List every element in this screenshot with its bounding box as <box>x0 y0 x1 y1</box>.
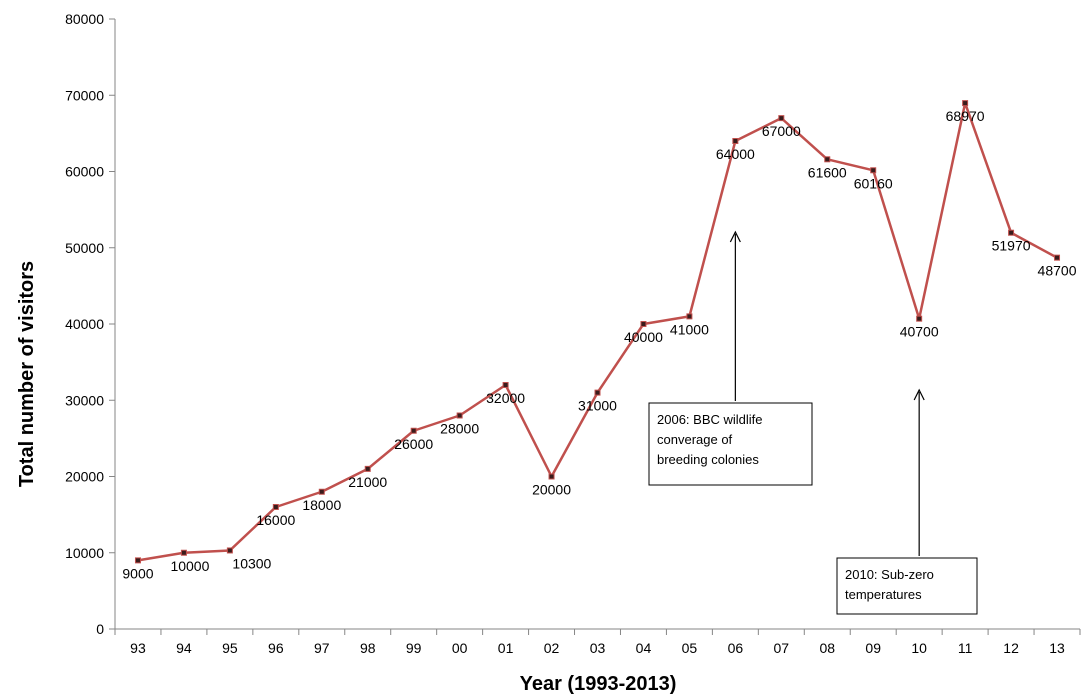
data-point <box>180 549 187 556</box>
annotation-box <box>648 402 813 486</box>
data-label: 61600 <box>808 164 847 180</box>
annotation-text: 2010: Sub-zero <box>845 567 934 582</box>
data-point <box>594 389 601 396</box>
data-point <box>916 315 923 322</box>
y-axis-ticks: 0 10000 20000 30000 40000 50000 60000 70000 8000… <box>65 11 115 637</box>
x-tick-label: 95 <box>222 640 238 656</box>
data-point <box>272 504 279 510</box>
x-tick-label: 06 <box>728 640 744 656</box>
y-tick-label: 40000 <box>65 316 104 332</box>
annotation-text: 2006: BBC wildlife <box>657 412 763 427</box>
data-point <box>824 156 831 163</box>
x-tick-label: 98 <box>360 640 376 656</box>
x-tick-label: 10 <box>911 640 927 656</box>
data-label: 9000 <box>122 565 153 581</box>
x-tick-label: 01 <box>498 640 514 656</box>
data-point <box>778 115 785 122</box>
data-label: 64000 <box>716 146 755 162</box>
data-label: 16000 <box>256 512 295 528</box>
data-point <box>1008 229 1015 236</box>
data-label: 31000 <box>578 398 617 414</box>
data-label: 48700 <box>1038 263 1077 279</box>
y-tick-label: 30000 <box>65 392 104 408</box>
x-tick-label: 99 <box>406 640 422 656</box>
series-visitors: 9000 10000 10300 16000 18000 21000 26000 28000 3… <box>122 100 1077 581</box>
data-point <box>1054 254 1061 261</box>
annotation-text: breeding colonies <box>657 452 759 467</box>
annotation-arrow-head <box>729 230 741 243</box>
data-label: 41000 <box>670 321 709 337</box>
x-tick-label: 07 <box>774 640 790 656</box>
x-tick-label: 13 <box>1049 640 1065 656</box>
x-axis-ticks: 93 94 95 96 97 98 99 00 01 02 03 04 05 06 07 08 09 10 11 12… <box>114 629 1081 656</box>
x-tick-label: 11 <box>958 640 973 656</box>
data-point <box>318 488 325 495</box>
x-tick-label: 09 <box>865 640 881 656</box>
data-label: 68970 <box>946 108 985 124</box>
data-label: 67000 <box>762 123 801 139</box>
y-tick-label: 50000 <box>65 240 104 256</box>
annotation-text: temperatures <box>845 587 922 602</box>
y-tick-label: 60000 <box>65 164 104 180</box>
x-tick-label: 94 <box>176 640 192 656</box>
x-tick-label: 08 <box>819 640 835 656</box>
data-point <box>732 138 739 144</box>
data-label: 10300 <box>232 555 271 571</box>
annotations: 2006: BBC wildlife converage of breeding c… <box>648 230 978 615</box>
x-tick-label: 97 <box>314 640 330 656</box>
y-axis-title: Total number of visitors <box>16 261 38 487</box>
y-tick-label: 70000 <box>65 87 104 103</box>
y-tick-label: 10000 <box>65 545 104 561</box>
x-tick-label: 93 <box>130 640 146 656</box>
y-tick-label: 20000 <box>65 469 104 485</box>
x-tick-label: 04 <box>636 640 652 656</box>
data-point <box>226 547 233 554</box>
data-label: 40700 <box>900 324 939 340</box>
data-label: 28000 <box>440 421 479 437</box>
data-point <box>548 473 555 480</box>
data-label: 20000 <box>532 482 571 498</box>
data-label: 40000 <box>624 329 663 345</box>
data-point <box>962 100 969 107</box>
x-axis-title: Year (1993-2013) <box>520 673 677 695</box>
data-point <box>640 321 647 327</box>
y-tick-label: 0 <box>96 621 104 637</box>
x-tick-label: 96 <box>268 640 284 656</box>
data-label: 60160 <box>854 175 893 191</box>
data-point <box>502 382 509 388</box>
data-label: 51970 <box>992 238 1031 254</box>
data-label: 21000 <box>348 474 387 490</box>
data-label: 10000 <box>170 558 209 574</box>
data-point <box>456 412 463 419</box>
x-tick-label: 02 <box>544 640 560 656</box>
annotation-arrow-head <box>913 388 925 401</box>
x-tick-label: 03 <box>590 640 606 656</box>
data-label: 32000 <box>486 390 525 406</box>
data-point <box>364 465 371 472</box>
data-point <box>134 557 141 564</box>
data-label: 18000 <box>302 497 341 513</box>
annotation-text: converage of <box>657 432 733 447</box>
x-tick-label: 12 <box>1003 640 1019 656</box>
y-tick-label: 80000 <box>65 11 104 27</box>
data-point <box>870 167 877 174</box>
x-tick-label: 00 <box>452 640 468 656</box>
annotation-box <box>836 557 978 615</box>
x-tick-label: 05 <box>682 640 698 656</box>
data-label: 26000 <box>394 436 433 452</box>
data-point <box>410 427 417 434</box>
data-point <box>686 313 693 320</box>
